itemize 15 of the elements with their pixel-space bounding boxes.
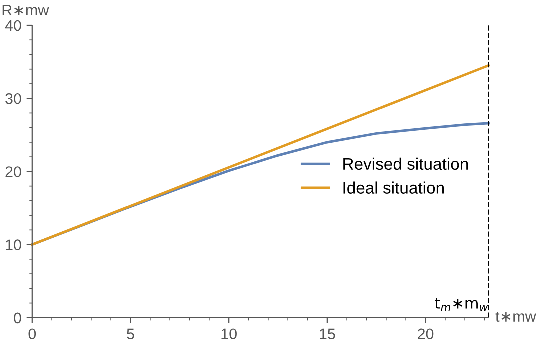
y-tick-label: 20 (6, 166, 22, 178)
x-tick-label: 5 (127, 328, 134, 340)
x-axis-title: t∗mw (496, 312, 536, 322)
y-tick-label: 30 (6, 93, 22, 104)
legend-label: Ideal situation (344, 182, 444, 194)
ref-line-label: t$_{m}$∗m$_{w}$ (435, 298, 488, 312)
x-tick-label: 15 (320, 328, 336, 340)
x-tick-label: 10 (222, 328, 237, 340)
x-tick-label: 0 (28, 328, 36, 340)
y-tick-label: 40 (5, 20, 22, 32)
y-tick-label: 0 (14, 312, 22, 324)
x-tick-label: 20 (418, 328, 434, 340)
y-tick-label: 10 (6, 240, 22, 250)
legend-label: Revised situation (344, 158, 468, 170)
y-axis-title: R∗mw (2, 5, 50, 16)
